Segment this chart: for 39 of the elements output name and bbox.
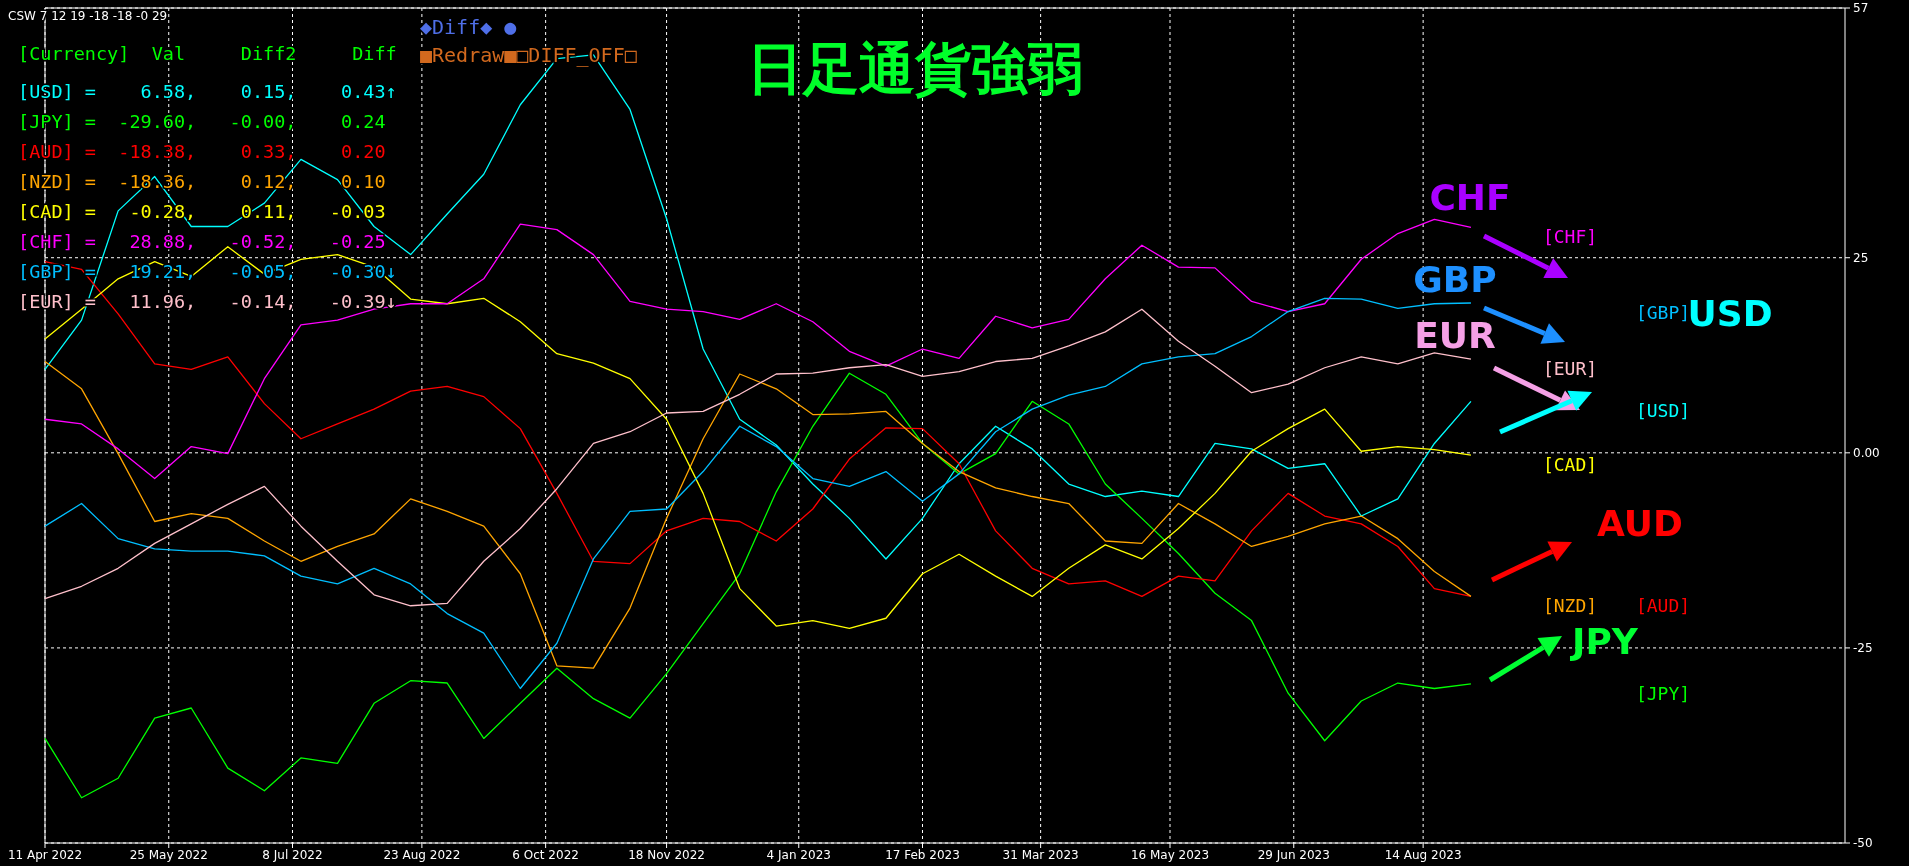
- x-tick-label: 17 Feb 2023: [885, 848, 960, 862]
- text: [NZD]: [1542, 595, 1598, 617]
- x-tick-label: 23 Aug 2022: [383, 848, 461, 862]
- annotation: GBP: [1413, 259, 1497, 300]
- y-tick-label: -25: [1853, 640, 1873, 655]
- y-tick-label: 57: [1853, 1, 1869, 15]
- line-series: [44, 372, 1472, 799]
- line-series: [44, 360, 1472, 669]
- x-tick-label: 18 Nov 2022: [628, 848, 705, 862]
- annotation: ◆Diff◆ ●: [420, 15, 517, 39]
- x-tick-label: 11 Apr 2022: [7, 848, 83, 862]
- text: [USD]: [1635, 400, 1691, 422]
- y-tick-label: 25: [1853, 250, 1869, 265]
- x-tick-label: 16 May 2023: [1130, 848, 1210, 862]
- annotation: CHF: [1429, 177, 1511, 218]
- y-tick-label: -50: [1853, 836, 1873, 850]
- text: [EUR]: [1542, 358, 1598, 380]
- y-tick-label: 0.00: [1853, 445, 1880, 460]
- annotation: AUD: [1597, 503, 1683, 544]
- x-tick-label: 14 Aug 2023: [1384, 848, 1462, 862]
- text: [CHF]: [1542, 226, 1598, 248]
- text: [AUD]: [1635, 595, 1691, 617]
- x-tick-label: 8 Jul 2022: [262, 848, 323, 862]
- text: 日足通貨強弱: [747, 36, 1083, 101]
- annotation: CSW 7 12 19 -18 -18 -0 29: [8, 9, 168, 23]
- x-tick-label: 6 Oct 2022: [512, 848, 579, 862]
- text: [CAD]: [1542, 454, 1598, 476]
- x-tick-label: 31 Mar 2023: [1002, 848, 1079, 862]
- annotation: [CHF] = 28.88, -0.52, -0.25: [18, 231, 386, 252]
- annotation: [JPY] = -29.60, -0.00, 0.24: [18, 111, 386, 132]
- x-tick-label: 25 May 2022: [129, 848, 208, 862]
- x-tick-label: 4 Jan 2023: [766, 848, 831, 862]
- x-tick-label: 29 Jun 2023: [1257, 848, 1330, 862]
- annotation: JPY: [1569, 621, 1639, 662]
- annotation: [Currency] Val Diff2 Diff: [18, 43, 397, 64]
- annotation: [USD] = 6.58, 0.15, 0.43↑: [18, 81, 397, 102]
- annotation: [AUD] = -18.38, 0.33, 0.20: [18, 141, 386, 162]
- annotation: EUR: [1414, 315, 1496, 356]
- text: [JPY]: [1635, 682, 1691, 704]
